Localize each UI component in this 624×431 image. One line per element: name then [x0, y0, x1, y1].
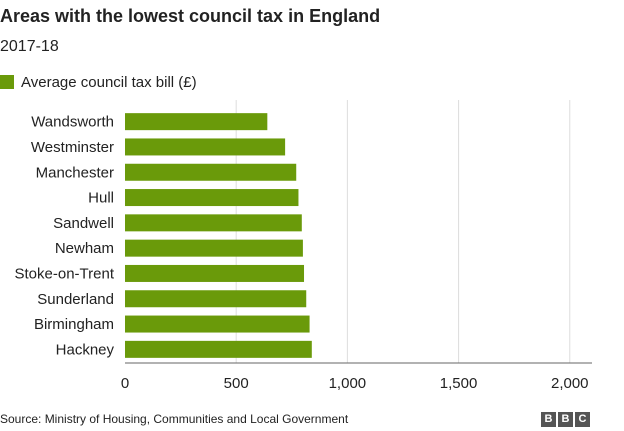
bar [125, 315, 310, 333]
category-label: Sandwell [53, 215, 114, 232]
x-tick-label: 2,000 [551, 375, 589, 392]
chart-subtitle: 2017-18 [0, 38, 59, 55]
category-label: Westminster [31, 139, 114, 156]
bbc-logo-letter: B [558, 412, 573, 427]
bar [125, 214, 302, 232]
bar [125, 340, 312, 358]
legend-label: Average council tax bill (£) [21, 73, 197, 91]
bar [125, 239, 303, 257]
bbc-logo-letter: B [541, 412, 556, 427]
x-tick-label: 1,000 [329, 375, 367, 392]
x-tick-label: 0 [121, 375, 129, 392]
source-note: Source: Ministry of Housing, Communities… [0, 412, 349, 426]
category-label: Sunderland [37, 291, 114, 308]
x-tick-label: 1,500 [440, 375, 478, 392]
bar [125, 113, 268, 131]
bar [125, 163, 297, 181]
bar [125, 138, 286, 156]
category-label: Hull [88, 190, 114, 207]
bar [125, 264, 305, 282]
category-label: Wandsworth [31, 114, 114, 131]
chart-title: Areas with the lowest council tax in Eng… [0, 6, 381, 26]
category-label: Hackney [56, 341, 115, 358]
bar [125, 290, 307, 308]
category-label: Manchester [36, 164, 114, 181]
category-label: Birmingham [34, 316, 114, 333]
bbc-logo: B B C [541, 412, 590, 427]
category-label: Stoke-on-Trent [15, 265, 115, 282]
category-label: Newham [55, 240, 114, 257]
bar [125, 189, 299, 207]
x-tick-label: 500 [224, 375, 249, 392]
bbc-logo-letter: C [575, 412, 590, 427]
bar-chart: 0 500 1,000 1,500 2,000 Wandsworth Westminster… [15, 100, 592, 392]
legend: Average council tax bill (£) [0, 73, 197, 91]
legend-swatch [0, 75, 14, 89]
